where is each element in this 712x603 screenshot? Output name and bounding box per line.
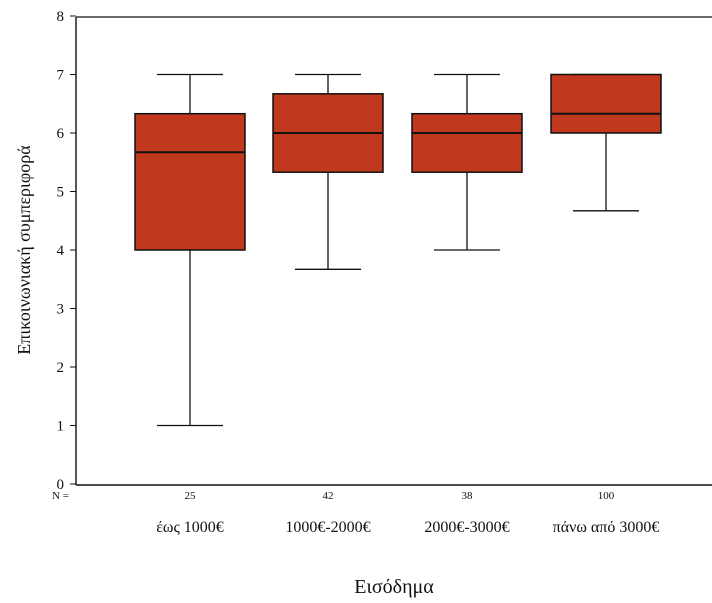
- iqr-box: [411, 112, 523, 173]
- y-tick-label: 1: [57, 419, 65, 435]
- iqr-box: [550, 73, 662, 134]
- category-label: πάνω από 3000€: [553, 519, 660, 536]
- category-label: έως 1000€: [156, 519, 224, 536]
- y-tick-label: 2: [57, 360, 65, 376]
- n-prefix: N =: [52, 490, 69, 502]
- y-tick-label: 8: [57, 9, 65, 25]
- n-count-label: 100: [598, 490, 615, 502]
- box-group: [134, 73, 246, 427]
- y-tick-label: 3: [57, 302, 65, 318]
- category-label: 2000€-3000€: [424, 519, 509, 536]
- y-axis-label: Επικοινωνιακή συμπεριφορά: [14, 145, 34, 355]
- n-count-label: 38: [462, 490, 474, 502]
- box-group: [272, 73, 384, 270]
- box-group: [411, 73, 523, 251]
- y-tick-label: 0: [57, 477, 65, 493]
- category-label: 1000€-2000€: [285, 519, 370, 536]
- iqr-box: [134, 112, 246, 251]
- y-tick-label: 5: [57, 185, 65, 201]
- n-count-label: 25: [185, 490, 197, 502]
- x-axis-label: Εισόδημα: [354, 576, 434, 598]
- y-tick-label: 6: [57, 126, 65, 142]
- n-count-label: 42: [323, 490, 334, 502]
- y-tick-label: 7: [57, 68, 65, 84]
- box-group: [550, 73, 662, 212]
- y-tick-label: 4: [57, 243, 65, 259]
